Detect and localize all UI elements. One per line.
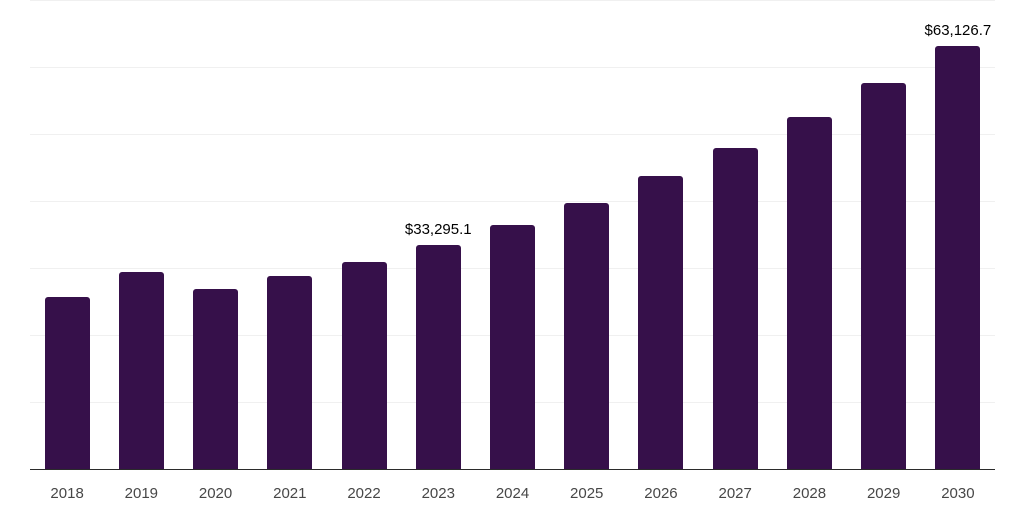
bar-2029[interactable] — [861, 82, 907, 469]
x-tick-2019: 2019 — [124, 485, 159, 502]
x-tick-2018: 2018 — [50, 485, 84, 502]
bar-2030[interactable] — [935, 45, 981, 469]
x-axis-line — [30, 468, 995, 470]
x-tick-2023: 2023 — [421, 485, 455, 502]
x-tick-2027: 2027 — [718, 485, 752, 502]
x-tick-2028: 2028 — [792, 485, 827, 502]
x-tick-2029: 2029 — [866, 485, 901, 502]
x-tick-2022: 2022 — [347, 485, 381, 502]
x-tick-2024: 2024 — [495, 485, 530, 502]
bar-2022[interactable] — [341, 261, 387, 469]
plot-area: $33,295.1 $63,126.7 — [30, 0, 995, 470]
bar-2020[interactable] — [193, 289, 239, 469]
x-tick-2025: 2025 — [570, 485, 604, 502]
gridline-70000 — [30, 0, 995, 1]
bar-2027[interactable] — [712, 148, 758, 469]
bar-2024[interactable] — [490, 225, 535, 469]
x-tick-2020: 2020 — [198, 485, 233, 502]
x-tick-2021: 2021 — [273, 485, 307, 502]
data-label-2030: $63,126.7 — [924, 21, 992, 39]
bar-2028[interactable] — [786, 116, 832, 469]
x-tick-2026: 2026 — [644, 485, 678, 502]
gridline-40000 — [30, 201, 995, 202]
bar-2026[interactable] — [638, 176, 684, 469]
x-tick-2030: 2030 — [941, 485, 975, 502]
gridline-60000 — [30, 67, 995, 68]
bar-2023[interactable] — [415, 245, 461, 469]
bar-2021[interactable] — [267, 276, 313, 469]
gridline-50000 — [30, 134, 995, 135]
bar-2019[interactable] — [118, 271, 164, 469]
bar-2025[interactable] — [564, 202, 610, 469]
data-label-2023: $33,295.1 — [404, 221, 472, 239]
bar-2018[interactable] — [44, 296, 90, 469]
